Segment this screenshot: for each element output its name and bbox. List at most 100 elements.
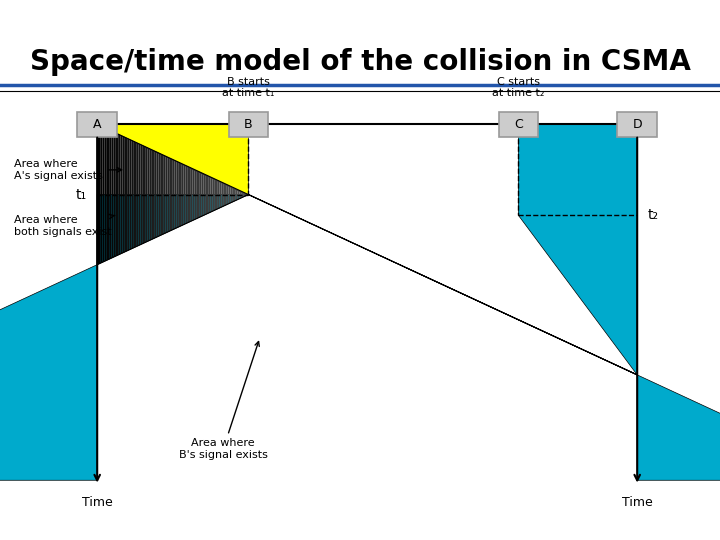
Polygon shape [416,272,418,273]
Polygon shape [603,359,605,360]
Polygon shape [287,212,288,213]
Polygon shape [589,352,590,353]
Polygon shape [194,170,196,220]
Polygon shape [383,257,385,258]
Polygon shape [186,165,187,224]
Polygon shape [355,244,356,245]
Polygon shape [518,124,637,375]
Polygon shape [518,320,521,321]
Polygon shape [426,277,428,278]
Polygon shape [567,342,569,343]
Polygon shape [317,226,319,227]
Polygon shape [481,302,482,303]
Polygon shape [193,168,194,220]
Polygon shape [97,124,248,194]
Polygon shape [216,179,217,210]
Polygon shape [484,304,486,305]
Polygon shape [265,202,266,203]
Polygon shape [526,323,527,324]
Polygon shape [205,174,207,214]
Polygon shape [397,264,400,265]
Polygon shape [349,241,351,242]
Polygon shape [198,171,200,218]
Polygon shape [215,179,216,211]
Polygon shape [351,242,353,243]
Polygon shape [630,372,632,373]
Polygon shape [176,161,179,228]
Polygon shape [598,356,599,357]
Polygon shape [577,347,580,348]
Polygon shape [200,172,202,217]
Text: t₂: t₂ [648,208,659,222]
Polygon shape [582,349,583,350]
Polygon shape [612,363,614,364]
Text: Space/time model of the collision in CSMA: Space/time model of the collision in CSM… [30,48,690,76]
Polygon shape [279,209,281,210]
Polygon shape [493,308,495,309]
FancyBboxPatch shape [618,112,657,137]
Polygon shape [353,243,355,244]
Polygon shape [126,138,128,251]
Polygon shape [212,178,215,211]
Polygon shape [571,344,572,345]
Polygon shape [210,177,212,212]
Polygon shape [412,271,414,272]
Polygon shape [467,295,468,296]
Polygon shape [475,300,477,301]
Text: Time: Time [622,496,652,509]
Polygon shape [356,245,359,246]
Polygon shape [542,330,544,332]
Polygon shape [396,263,397,264]
Polygon shape [565,341,567,342]
Polygon shape [569,343,571,344]
Polygon shape [104,128,107,261]
Polygon shape [292,214,294,215]
Polygon shape [145,147,148,242]
Polygon shape [275,207,277,208]
Polygon shape [436,281,438,282]
Polygon shape [119,134,121,255]
Polygon shape [258,199,259,200]
Polygon shape [382,256,383,257]
Polygon shape [181,164,184,225]
Polygon shape [469,297,472,298]
Polygon shape [621,367,623,368]
Polygon shape [463,294,464,295]
Polygon shape [148,148,150,241]
Polygon shape [125,137,126,252]
Polygon shape [319,227,320,228]
Polygon shape [549,334,551,335]
Polygon shape [232,187,234,202]
Polygon shape [133,141,135,248]
Polygon shape [390,260,392,261]
Polygon shape [137,143,138,246]
Polygon shape [130,139,132,249]
Polygon shape [614,364,616,365]
Polygon shape [155,151,157,238]
Polygon shape [196,170,198,219]
Polygon shape [360,246,361,247]
Polygon shape [114,132,115,257]
Polygon shape [227,185,229,205]
Polygon shape [0,194,248,480]
Polygon shape [122,136,125,253]
Polygon shape [511,316,513,318]
Polygon shape [110,130,112,259]
Polygon shape [376,254,378,255]
Polygon shape [395,262,396,263]
FancyBboxPatch shape [78,112,117,137]
Polygon shape [405,267,407,268]
Polygon shape [454,290,456,291]
Polygon shape [495,309,497,310]
Text: A: A [93,118,102,131]
Polygon shape [486,305,488,306]
Polygon shape [171,159,173,231]
Polygon shape [461,293,463,294]
Polygon shape [239,191,241,199]
Polygon shape [167,157,169,232]
Polygon shape [277,208,279,209]
Polygon shape [308,222,310,223]
Polygon shape [524,322,526,323]
Polygon shape [157,152,158,237]
Polygon shape [547,333,549,334]
